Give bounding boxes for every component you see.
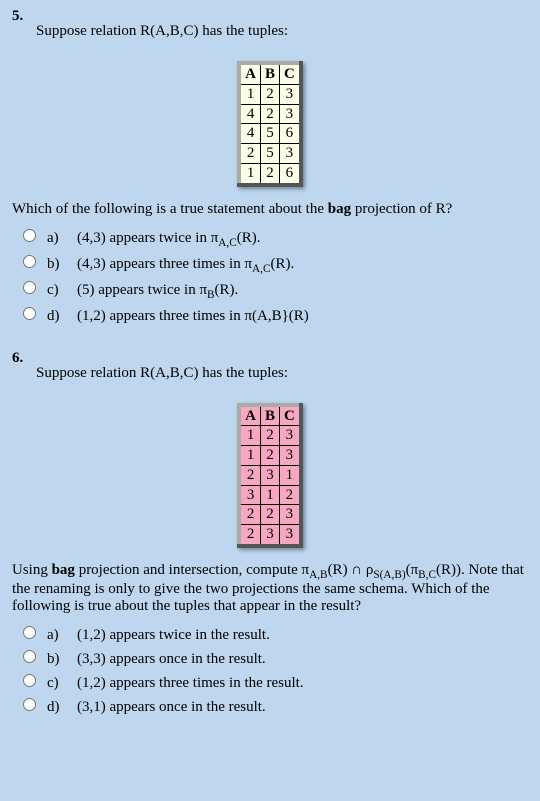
table-header-cell: B — [260, 63, 279, 84]
table-row: 123 — [239, 426, 301, 446]
option-text: (1,2) appears three times in the result. — [77, 675, 304, 692]
options-list: a) (4,3) appears twice in πA,C(R). b) (4,3)… — [18, 226, 528, 325]
question-body: Suppose relation R(A,B,C) has the tuples… — [36, 350, 528, 397]
table-cell: 5 — [260, 124, 279, 144]
option-letter: b) — [47, 651, 69, 668]
option-text: (3,3) appears once in the result. — [77, 651, 266, 668]
table-row: 312 — [239, 485, 301, 505]
question-intro: Suppose relation R(A,B,C) has the tuples… — [36, 23, 528, 40]
option-letter: b) — [47, 256, 69, 273]
table-row: 253 — [239, 144, 301, 164]
table-cell: 2 — [239, 144, 260, 164]
table-header-cell: C — [280, 405, 301, 426]
option-letter: d) — [47, 308, 69, 325]
table-cell: 2 — [280, 485, 301, 505]
option-letter: a) — [47, 230, 69, 247]
table-cell: 3 — [280, 144, 301, 164]
table-cell: 2 — [239, 505, 260, 525]
question-row: 5.Suppose relation R(A,B,C) has the tupl… — [12, 8, 528, 55]
option-radio[interactable] — [23, 674, 36, 687]
option-row: c) (1,2) appears three times in the resul… — [18, 671, 528, 692]
table-cell: 3 — [280, 505, 301, 525]
page-content: 5.Suppose relation R(A,B,C) has the tupl… — [0, 0, 540, 733]
table-cell: 2 — [260, 104, 279, 124]
question-number: 6. — [12, 350, 36, 397]
table-row: 223 — [239, 505, 301, 525]
option-radio[interactable] — [23, 626, 36, 639]
table-header-cell: C — [280, 63, 301, 84]
table-header-cell: B — [260, 405, 279, 426]
table-row: 233 — [239, 525, 301, 546]
table-header-cell: A — [239, 405, 260, 426]
table-cell: 6 — [280, 163, 301, 184]
option-text: (4,3) appears twice in πA,C(R). — [77, 230, 260, 249]
table-cell: 1 — [260, 485, 279, 505]
table-cell: 3 — [280, 525, 301, 546]
option-row: b) (4,3) appears three times in πA,C(R). — [18, 252, 528, 275]
table-cell: 4 — [239, 104, 260, 124]
table-row: 123 — [239, 446, 301, 466]
option-text: (4,3) appears three times in πA,C(R). — [77, 256, 294, 275]
table-cell: 5 — [260, 144, 279, 164]
table-cell: 2 — [260, 84, 279, 104]
option-radio[interactable] — [23, 281, 36, 294]
option-row: c) (5) appears twice in πB(R). — [18, 278, 528, 301]
table-cell: 1 — [239, 163, 260, 184]
question-prompt: Using bag projection and intersection, c… — [12, 562, 528, 615]
question-row: 6.Suppose relation R(A,B,C) has the tupl… — [12, 350, 528, 397]
option-text: (3,1) appears once in the result. — [77, 699, 266, 716]
table-cell: 2 — [239, 525, 260, 546]
table-row: 126 — [239, 163, 301, 184]
options-list: a) (1,2) appears twice in the result. b) (3… — [18, 623, 528, 716]
option-radio[interactable] — [23, 650, 36, 663]
option-row: a) (1,2) appears twice in the result. — [18, 623, 528, 644]
table-cell: 3 — [239, 485, 260, 505]
table-cell: 1 — [239, 426, 260, 446]
table-cell: 3 — [260, 465, 279, 485]
table-cell: 2 — [260, 505, 279, 525]
table-cell: 3 — [280, 84, 301, 104]
table-cell: 3 — [260, 525, 279, 546]
option-letter: c) — [47, 282, 69, 299]
table-row: 123 — [239, 84, 301, 104]
table-cell: 1 — [239, 84, 260, 104]
table-row: 231 — [239, 465, 301, 485]
option-row: d) (1,2) appears three times in π(A,B}(R) — [18, 304, 528, 325]
table-cell: 2 — [260, 163, 279, 184]
table-cell: 3 — [280, 446, 301, 466]
option-text: (1,2) appears twice in the result. — [77, 627, 270, 644]
question-block: 6.Suppose relation R(A,B,C) has the tupl… — [0, 342, 540, 733]
option-radio[interactable] — [23, 255, 36, 268]
relation-table: ABC123123231312223233 — [237, 403, 303, 548]
table-cell: 4 — [239, 124, 260, 144]
option-letter: d) — [47, 699, 69, 716]
option-text: (5) appears twice in πB(R). — [77, 282, 238, 301]
table-cell: 1 — [280, 465, 301, 485]
table-cell: 3 — [280, 426, 301, 446]
option-letter: a) — [47, 627, 69, 644]
option-letter: c) — [47, 675, 69, 692]
table-cell: 2 — [239, 465, 260, 485]
option-row: a) (4,3) appears twice in πA,C(R). — [18, 226, 528, 249]
table-cell: 2 — [260, 446, 279, 466]
option-radio[interactable] — [23, 229, 36, 242]
table-cell: 1 — [239, 446, 260, 466]
option-radio[interactable] — [23, 698, 36, 711]
question-number: 5. — [12, 8, 36, 55]
question-block: 5.Suppose relation R(A,B,C) has the tupl… — [0, 0, 540, 342]
option-text: (1,2) appears three times in π(A,B}(R) — [77, 308, 309, 325]
table-cell: 3 — [280, 104, 301, 124]
relation-table: ABC123423456253126 — [237, 61, 303, 187]
table-header-cell: A — [239, 63, 260, 84]
option-row: d) (3,1) appears once in the result. — [18, 695, 528, 716]
option-radio[interactable] — [23, 307, 36, 320]
question-body: Suppose relation R(A,B,C) has the tuples… — [36, 8, 528, 55]
option-row: b) (3,3) appears once in the result. — [18, 647, 528, 668]
table-row: 456 — [239, 124, 301, 144]
table-cell: 2 — [260, 426, 279, 446]
question-prompt: Which of the following is a true stateme… — [12, 201, 528, 218]
question-intro: Suppose relation R(A,B,C) has the tuples… — [36, 365, 528, 382]
table-row: 423 — [239, 104, 301, 124]
table-cell: 6 — [280, 124, 301, 144]
